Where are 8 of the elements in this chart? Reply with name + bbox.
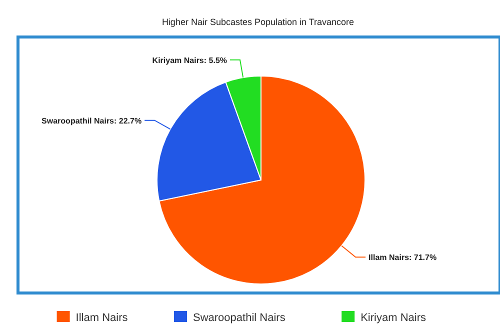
legend-label: Illam Nairs: [76, 312, 128, 324]
legend-label: Swaroopathil Nairs: [193, 312, 286, 324]
chart-title: Higher Nair Subcastes Population in Travancore: [162, 17, 354, 27]
data-label: Kiriyam Nairs: 5.5%: [152, 56, 228, 65]
pie-slice: [158, 76, 366, 284]
legend-label: Kiriyam Nairs: [360, 312, 426, 324]
data-label: Swaroopathil Nairs: 22.7%: [42, 116, 142, 126]
data-label: Illam Nairs: 71.7%: [368, 253, 437, 262]
